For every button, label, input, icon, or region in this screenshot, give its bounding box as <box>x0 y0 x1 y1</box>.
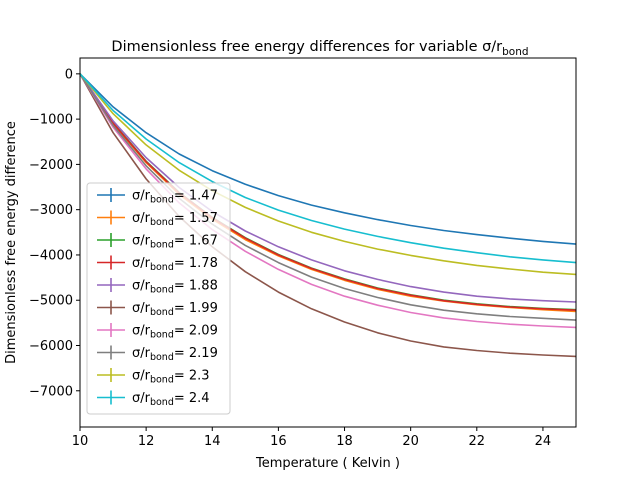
legend-label-prefix: σ/r <box>132 369 151 384</box>
legend-label-prefix: σ/r <box>132 301 151 316</box>
x-axis: 10 12 14 16 18 20 22 24 <box>72 427 551 449</box>
series-line-1 <box>79 73 577 245</box>
legend-label-value: = 2.09 <box>174 324 218 339</box>
legend-label: σ/rbond= 1.57 <box>132 211 218 228</box>
plot-frame <box>79 57 577 428</box>
legend-label-prefix: σ/r <box>132 324 151 339</box>
x-tick-label: 12 <box>138 434 155 449</box>
legend-label-subscript: bond <box>150 375 174 386</box>
legend-entry: σ/rbond= 1.78 <box>97 255 218 273</box>
legend-label-value: = 1.88 <box>174 279 218 294</box>
legend-label-value: = 1.67 <box>174 234 218 249</box>
x-tick-label: 24 <box>535 434 552 449</box>
y-tick-label: −1000 <box>29 113 73 128</box>
legend-label-subscript: bond <box>150 397 174 408</box>
series-line-9 <box>79 73 577 276</box>
legend-entry: σ/rbond= 1.88 <box>97 278 218 296</box>
legend-label: σ/rbond= 2.3 <box>132 369 210 386</box>
legend: σ/rbond= 1.47σ/rbond= 1.57σ/rbond= 1.67σ… <box>86 182 231 415</box>
legend-label-value: = 1.57 <box>174 211 218 226</box>
legend-label-subscript: bond <box>150 262 174 273</box>
legend-entry: σ/rbond= 2.3 <box>97 368 210 386</box>
x-tick-label: 10 <box>72 434 89 449</box>
legend-entry: σ/rbond= 1.99 <box>97 300 218 318</box>
legend-label: σ/rbond= 1.99 <box>132 301 218 318</box>
x-tick-label: 22 <box>469 434 486 449</box>
legend-label-prefix: σ/r <box>132 189 151 204</box>
series-line-8 <box>79 73 577 321</box>
chart-title: Dimensionless free energy differences fo… <box>111 39 528 58</box>
legend-entry: σ/rbond= 1.57 <box>97 210 218 228</box>
legend-label-prefix: σ/r <box>132 346 151 361</box>
legend-label-subscript: bond <box>150 352 174 363</box>
legend-label: σ/rbond= 1.47 <box>132 189 218 206</box>
legend-entry: σ/rbond= 1.67 <box>97 233 218 251</box>
legend-label-prefix: σ/r <box>132 279 151 294</box>
legend-entry: σ/rbond= 2.4 <box>97 390 210 408</box>
chart-title-main: Dimensionless free energy differences fo… <box>111 39 502 55</box>
chart-title-subscript: bond <box>502 46 528 58</box>
x-axis-label: Temperature ( Kelvin ) <box>255 456 400 471</box>
legend-label: σ/rbond= 1.67 <box>132 234 218 251</box>
legend-label-prefix: σ/r <box>132 211 151 226</box>
series-line-10 <box>79 73 577 264</box>
legend-label-subscript: bond <box>150 307 174 318</box>
legend-label-prefix: σ/r <box>132 234 151 249</box>
legend-label: σ/rbond= 2.19 <box>132 346 218 363</box>
x-tick-label: 16 <box>270 434 287 449</box>
y-tick-label: −6000 <box>29 339 73 354</box>
y-axis: 0 −1000 −2000 −3000 −4000 −5000 −6000 −7000 <box>29 67 80 399</box>
y-tick-label: −3000 <box>29 203 73 218</box>
y-tick-label: 0 <box>65 67 73 82</box>
series-line-5 <box>79 73 577 303</box>
legend-label: σ/rbond= 1.78 <box>132 256 218 273</box>
y-tick-label: −4000 <box>29 248 73 263</box>
y-tick-label: −2000 <box>29 158 73 173</box>
legend-label: σ/rbond= 2.09 <box>132 324 218 341</box>
x-tick-label: 14 <box>204 434 221 449</box>
x-tick-label: 18 <box>336 434 353 449</box>
y-axis-label: Dimensionless free energy difference <box>4 121 19 364</box>
legend-label-subscript: bond <box>150 195 174 206</box>
legend-label-value: = 1.47 <box>174 189 218 204</box>
legend-label-subscript: bond <box>150 285 174 296</box>
legend-label-prefix: σ/r <box>132 391 151 406</box>
x-tick-label: 20 <box>402 434 419 449</box>
y-tick-label: −7000 <box>29 384 73 399</box>
legend-label-value: = 2.19 <box>174 346 218 361</box>
legend-label: σ/rbond= 2.4 <box>132 391 210 408</box>
legend-label-prefix: σ/r <box>132 256 151 271</box>
legend-label-value: = 2.4 <box>174 391 210 406</box>
legend-label-subscript: bond <box>150 240 174 251</box>
legend-label-value: = 1.78 <box>174 256 218 271</box>
legend-label-value: = 2.3 <box>174 369 210 384</box>
legend-entry: σ/rbond= 1.47 <box>97 188 218 206</box>
legend-entry: σ/rbond= 2.19 <box>97 345 218 363</box>
legend-label-value: = 1.99 <box>174 301 218 316</box>
legend-label-subscript: bond <box>150 217 174 228</box>
legend-entry: σ/rbond= 2.09 <box>97 323 218 341</box>
legend-label: σ/rbond= 1.88 <box>132 279 218 296</box>
y-tick-label: −5000 <box>29 294 73 309</box>
series-line-4 <box>79 73 577 311</box>
legend-label-subscript: bond <box>150 330 174 341</box>
